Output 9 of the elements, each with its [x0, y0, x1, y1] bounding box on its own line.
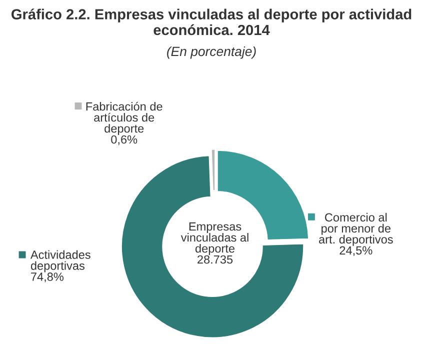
data-label: 24,5%	[340, 246, 372, 256]
data-label: 0,6%	[111, 135, 138, 146]
text: Empresas vinculadas al deporte 28.735	[180, 222, 248, 264]
legend-label: Fabricación de artículos de deporte	[86, 102, 162, 136]
chart-title: Gráfico 2.2. Empresas vinculadas al deporte por actividad económica. 2014	[12, 8, 412, 36]
data-label: 74,8%	[31, 272, 64, 282]
legend-label: Comercio al por menor de art. deportivos	[319, 212, 393, 246]
legend-label: Actividades deportivas	[30, 250, 90, 272]
chart-subtitle: (En porcentaje)	[167, 46, 256, 59]
